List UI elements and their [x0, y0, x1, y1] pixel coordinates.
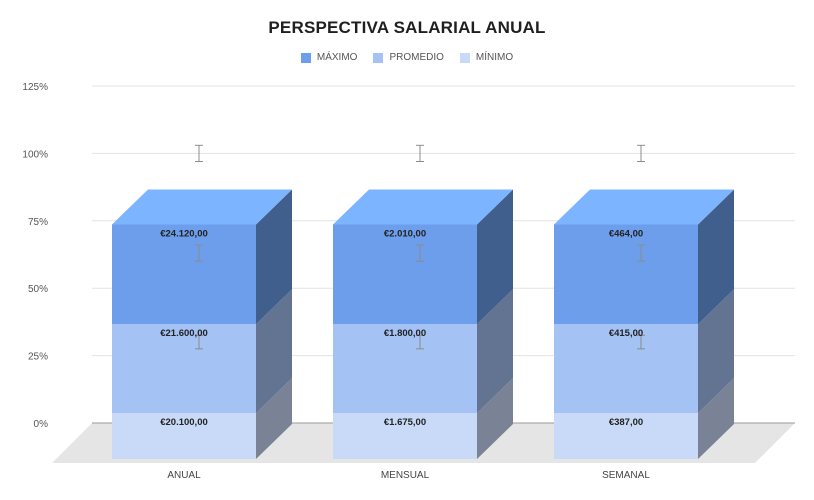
y-tick-label: 125% — [22, 82, 48, 93]
y-tick-label: 50% — [28, 284, 48, 295]
legend-label-promedio: PROMEDIO — [389, 52, 444, 63]
data-label: €1.675,00 — [384, 417, 426, 428]
error-bar — [195, 334, 203, 350]
bar-side — [477, 378, 513, 459]
bar-side — [256, 289, 292, 414]
chart-title: PERSPECTIVA SALARIAL ANUAL — [268, 18, 546, 37]
bar-top — [333, 189, 513, 225]
data-label: €1.800,00 — [384, 328, 426, 339]
bar-side — [477, 189, 513, 325]
error-bar — [195, 244, 203, 262]
bar-segment — [554, 413, 698, 459]
bar-segment — [333, 224, 477, 325]
y-tick-label: 0% — [34, 419, 49, 430]
bar-segment — [112, 224, 256, 325]
y-tick-label: 25% — [28, 352, 48, 363]
y-tick-label: 100% — [22, 149, 48, 160]
legend-swatch-minimo — [459, 52, 470, 63]
error-bar — [637, 244, 645, 262]
legend-item-promedio: PROMEDIO — [373, 52, 444, 63]
bar-top — [554, 189, 734, 225]
bar-segment — [333, 324, 477, 414]
bar-side — [256, 189, 292, 325]
bar-top — [112, 189, 292, 225]
data-label: €415,00 — [609, 328, 643, 339]
data-label: €20.100,00 — [160, 417, 208, 428]
x-tick-label: MENSUAL — [381, 470, 430, 481]
bar-segment — [333, 413, 477, 459]
bar-side — [698, 378, 734, 459]
bar-segment — [554, 324, 698, 414]
legend-swatch-promedio — [373, 52, 384, 63]
error-bar — [416, 244, 424, 262]
bar-side — [477, 289, 513, 414]
x-tick-label: SEMANAL — [602, 470, 650, 481]
bar-side — [698, 189, 734, 325]
bar-segment — [554, 224, 698, 325]
error-bar — [416, 144, 424, 162]
bar-segment — [112, 324, 256, 414]
data-label: €464,00 — [609, 228, 643, 239]
legend-label-maximo: MÁXIMO — [316, 52, 358, 63]
chart-legend: MÁXIMO PROMEDIO MÍNIMO — [0, 52, 814, 63]
x-tick-label: ANUAL — [167, 470, 201, 481]
legend-item-minimo: MÍNIMO — [459, 52, 514, 63]
bar-side — [256, 378, 292, 459]
data-label: €21.600,00 — [160, 328, 208, 339]
legend-label-minimo: MÍNIMO — [475, 52, 514, 63]
error-bar — [416, 334, 424, 350]
bar-side — [698, 289, 734, 414]
error-bar — [195, 144, 203, 162]
error-bar — [637, 334, 645, 350]
legend-swatch-maximo — [300, 52, 311, 63]
data-label: €387,00 — [609, 417, 643, 428]
error-bar — [637, 144, 645, 162]
legend-item-maximo: MÁXIMO — [300, 52, 358, 63]
data-label: €2.010,00 — [384, 228, 426, 239]
bar-segment — [112, 413, 256, 459]
data-label: €24.120,00 — [160, 228, 208, 239]
y-tick-label: 75% — [28, 217, 48, 228]
